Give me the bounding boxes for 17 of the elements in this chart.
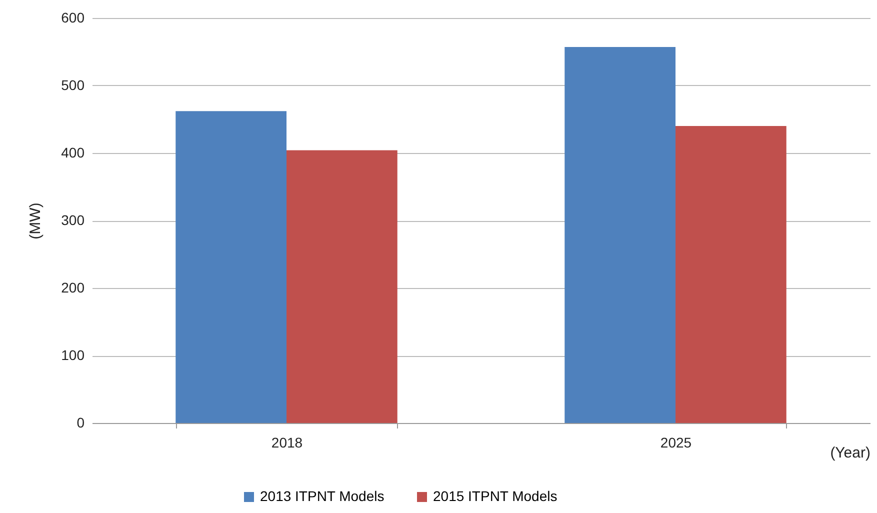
legend-label: 2015 ITPNT Models: [433, 488, 558, 504]
y-axis-title: (MW): [27, 202, 44, 240]
x-tick-label: 2025: [660, 434, 692, 450]
x-tick-label: 2018: [271, 434, 303, 450]
legend-label: 2013 ITPNT Models: [260, 488, 384, 504]
y-tick-label: 100: [61, 347, 85, 363]
y-tick-label: 500: [61, 77, 85, 93]
bar: [564, 47, 676, 423]
y-tick-label: 600: [61, 10, 85, 26]
y-tick-label: 400: [61, 144, 85, 160]
y-tick-label: 200: [61, 280, 85, 296]
x-axis-title: (Year): [830, 444, 870, 462]
bar: [176, 111, 286, 423]
bar: [676, 126, 786, 423]
y-tick-label: 300: [61, 212, 85, 228]
y-tick-label: 0: [76, 414, 85, 430]
bar: [286, 150, 398, 423]
